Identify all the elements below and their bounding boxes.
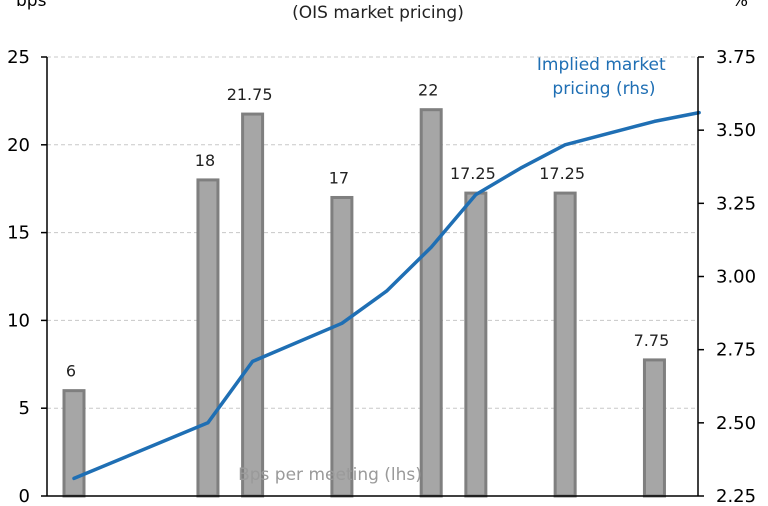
bar-label-2: 21.75 (227, 85, 273, 104)
bar-label-3: 17 (329, 168, 349, 187)
left-tick-label-3: 15 (7, 223, 30, 244)
right-tick-label-2: 2.75 (716, 340, 756, 361)
bar-1 (196, 178, 220, 498)
line-series-label: Implied market pricing (rhs) (537, 55, 671, 99)
bar-4 (419, 108, 443, 498)
bar-series-label: Bps per meeting (lhs) (238, 465, 422, 485)
left-tick-label-0: 0 (19, 486, 30, 506)
right-tick-label-1: 2.50 (716, 413, 756, 434)
gridlines (47, 56, 698, 409)
line-series (72, 110, 701, 481)
right-tick-label-0: 2.25 (716, 486, 756, 506)
bar-6 (553, 191, 577, 498)
left-tick-label-4: 20 (7, 135, 30, 156)
left-axis-ticks: 0 5 10 15 20 25 (7, 47, 47, 506)
line-series-label-2: pricing (rhs) (552, 79, 655, 99)
right-tick-label-5: 3.50 (716, 120, 756, 141)
bar-label-1: 18 (195, 151, 215, 170)
left-tick-label-5: 25 (7, 47, 30, 68)
bar-label-5: 17.25 (450, 164, 496, 183)
bar-2 (241, 112, 265, 498)
left-axis-unit: bps (16, 0, 47, 11)
right-tick-label-4: 3.25 (716, 193, 756, 214)
bar-3 (330, 195, 354, 498)
bar-5 (464, 191, 488, 498)
right-tick-label-3: 3.00 (716, 267, 756, 288)
right-tick-label-6: 3.75 (716, 47, 756, 68)
bar-label-6: 17.25 (539, 164, 585, 183)
line-series-path (72, 110, 701, 481)
axes (46, 57, 699, 497)
line-series-label-1: Implied market (537, 55, 666, 75)
bar-data-labels: 6 18 21.75 17 22 17.25 17.25 7.75 (66, 81, 669, 381)
right-axis-ticks: 2.25 2.50 2.75 3.00 3.25 3.50 3.75 (698, 47, 756, 506)
bar-0 (62, 389, 86, 498)
bar-7 (642, 358, 666, 498)
bar-label-0: 6 (66, 362, 76, 381)
right-axis-unit: % (732, 0, 748, 11)
chart-subtitle: (OIS market pricing) (292, 3, 464, 23)
bar-label-4: 22 (418, 81, 438, 100)
left-tick-label-1: 5 (19, 398, 30, 419)
bar-label-7: 7.75 (634, 331, 670, 350)
left-tick-label-2: 10 (7, 310, 30, 331)
